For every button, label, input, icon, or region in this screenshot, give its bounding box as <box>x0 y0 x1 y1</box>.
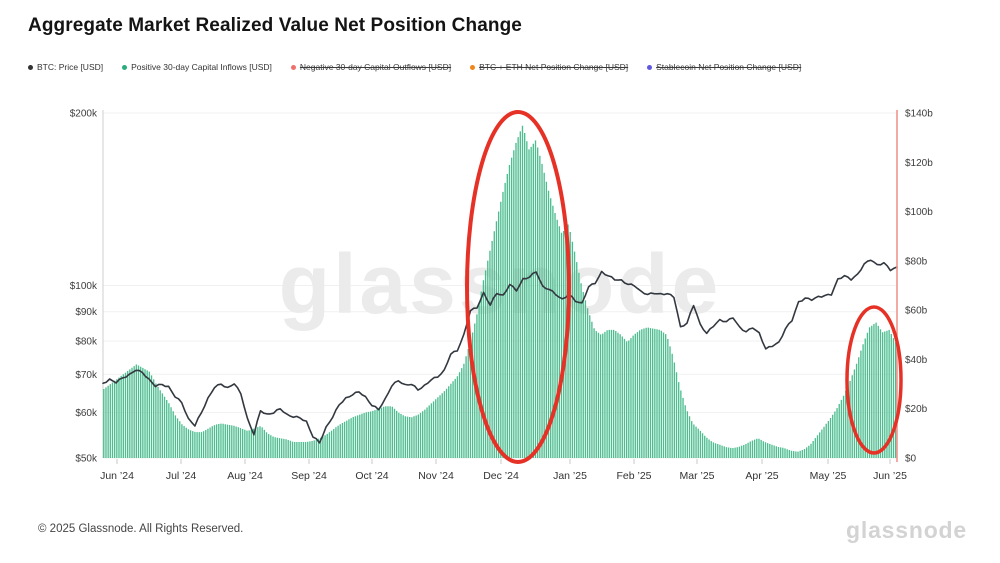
right-axis-tick-label: $80b <box>905 256 928 267</box>
x-axis-tick-label: Apr ’25 <box>745 470 778 482</box>
x-axis-tick-label: Dec ’24 <box>483 470 519 482</box>
left-axis-tick-label: $70k <box>75 370 98 381</box>
btc-price-line-series <box>102 259 898 444</box>
x-axis-tick-label: Nov ’24 <box>418 470 454 482</box>
legend-dot-icon <box>647 64 653 70</box>
highlight-ellipse-large <box>465 110 571 464</box>
legend-item-2[interactable]: Negative 30-day Capital Outflows [USD] <box>290 62 452 72</box>
left-axis-tick-label: $50k <box>75 454 98 465</box>
legend-item-label: Stablecoin Net Position Change [USD] <box>656 62 802 72</box>
x-axis-tick-label: Aug ’24 <box>227 470 263 482</box>
right-axis-tick-label: $100b <box>905 207 933 218</box>
right-axis-tick-label: $60b <box>905 306 928 317</box>
left-axis-tick-label: $200k <box>70 109 98 120</box>
x-axis-tick-label: Jan ’25 <box>553 470 587 482</box>
legend-item-3[interactable]: BTC + ETH Net Position Change [USD] <box>470 62 628 72</box>
x-axis-tick-label: Jul ’24 <box>166 470 197 482</box>
legend-item-label: Positive 30-day Capital Inflows [USD] <box>131 62 272 72</box>
right-axis-tick-label: $20b <box>905 404 928 415</box>
x-axis-tick-label: May ’25 <box>810 470 847 482</box>
left-axis-tick-label: $90k <box>75 307 98 318</box>
legend-item-1[interactable]: Positive 30-day Capital Inflows [USD] <box>122 62 272 72</box>
chart-title: Aggregate Market Realized Value Net Posi… <box>28 15 522 36</box>
left-axis-tick-label: $100k <box>70 281 98 292</box>
highlight-ellipse-small <box>845 305 903 455</box>
legend-item-0[interactable]: BTC: Price [USD] <box>28 62 103 72</box>
legend-item-label: Negative 30-day Capital Outflows [USD] <box>299 62 452 72</box>
legend-dot-icon <box>470 64 476 70</box>
legend-dot-icon <box>28 64 33 70</box>
inflow-bars-series <box>103 125 897 458</box>
left-axis-tick-label: $60k <box>75 408 98 419</box>
legend-dot-icon <box>122 64 128 70</box>
x-axis-tick-label: Oct ’24 <box>355 470 388 482</box>
legend-item-label: BTC + ETH Net Position Change [USD] <box>479 62 629 72</box>
x-axis-tick-label: Feb ’25 <box>616 470 651 482</box>
legend-dot-icon <box>290 64 296 70</box>
right-axis-tick-label: $0 <box>905 454 917 465</box>
chart-legend: BTC: Price [USD] Positive 30-day Capital … <box>28 61 801 73</box>
right-axis-tick-label: $140b <box>905 109 933 120</box>
x-axis-tick-label: Jun ’25 <box>873 470 907 482</box>
right-axis-tick-label: $40b <box>905 355 928 366</box>
copyright-text: © 2025 Glassnode. All Rights Reserved. <box>38 523 244 535</box>
legend-item-label: BTC: Price [USD] <box>37 62 104 72</box>
right-axis-tick-label: $120b <box>905 158 933 169</box>
x-axis-tick-label: Sep ’24 <box>291 470 327 482</box>
x-axis-tick-label: Mar ’25 <box>679 470 714 482</box>
legend-item-4[interactable]: Stablecoin Net Position Change [USD] <box>647 62 801 72</box>
x-axis-tick-label: Jun ’24 <box>100 470 134 482</box>
glassnode-logo: glassnode <box>846 517 967 543</box>
left-axis-tick-label: $80k <box>75 337 98 348</box>
watermark: glassnode <box>279 237 721 331</box>
